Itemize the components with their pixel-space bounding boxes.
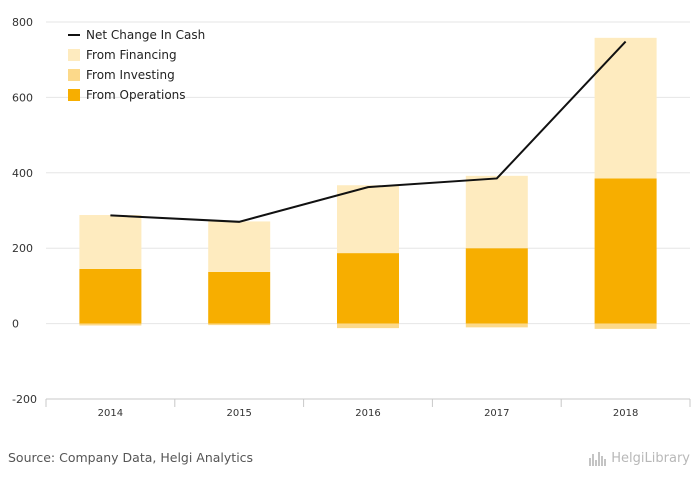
bar-from-operations [337,253,399,324]
bars [79,37,657,329]
bar-from-financing [465,175,528,249]
x-tick-label: 2018 [613,408,638,419]
y-tick-label: 400 [12,167,33,180]
bar-from-investing [337,323,399,329]
grid-lines [46,21,690,325]
bar-from-investing [594,323,657,329]
y-tick-label: 0 [12,318,19,331]
legend-label: From Investing [86,68,175,82]
legend: Net Change In Cash From Financing From Inv… [68,28,205,102]
x-axis: 2014 2015 2016 2017 2018 [45,398,691,419]
legend-label: From Operations [86,88,186,102]
bar-from-financing [79,215,142,269]
bar-from-operations [208,271,271,324]
x-tick-label: 2016 [355,408,380,419]
bar-from-financing [594,37,657,179]
bar-from-operations [465,248,528,324]
x-tick-label: 2015 [226,408,251,419]
net-change-line [110,40,627,223]
y-tick-label: 800 [12,16,33,29]
x-tick-label: 2014 [98,408,123,419]
source-note: Source: Company Data, Helgi Analytics [8,450,254,465]
y-tick-label: -200 [12,393,37,406]
helgi-library-logo: HelgiLibrary [589,450,690,466]
bar-from-investing [79,323,142,326]
library-icon [589,450,607,466]
y-tick-label: 200 [12,242,33,255]
chart: 2014 2015 2016 2017 2018 -200 0 200 400 600 800 N… [12,16,691,419]
y-tick-label: 600 [12,91,33,104]
legend-swatch [68,69,80,81]
x-tick-label: 2017 [484,408,509,419]
bar-from-investing [208,323,271,326]
legend-swatch [68,89,80,101]
legend-swatch [68,49,80,61]
logo-text: HelgiLibrary [611,450,690,466]
bar-from-operations [79,268,142,324]
bar-from-operations [594,178,657,324]
legend-label: Net Change In Cash [86,28,205,42]
bar-from-financing [337,185,399,254]
bar-from-financing [208,221,271,272]
y-axis: -200 0 200 400 600 800 [12,16,37,406]
bar-from-investing [465,323,528,328]
legend-label: From Financing [86,48,177,62]
